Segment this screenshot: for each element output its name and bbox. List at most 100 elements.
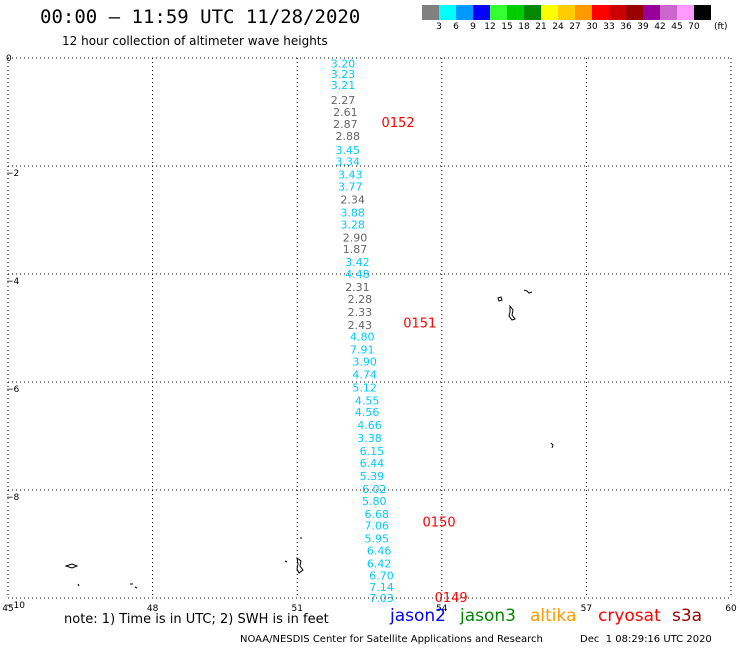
- swh-value-label: 3.77: [338, 181, 363, 194]
- island-outline: [134, 586, 138, 589]
- swh-value-label: 7.06: [364, 520, 389, 533]
- footer-timestamp: Dec 1 08:29:16 UTC 2020: [580, 634, 712, 645]
- colorbar-tick-label: 24: [552, 22, 564, 32]
- colorbar-swatch: [609, 5, 626, 20]
- swh-value-label: 3.42: [345, 256, 370, 269]
- swh-value-label: 3.20: [331, 57, 356, 70]
- y-tick-label: −10: [6, 601, 25, 611]
- swh-value-label: 2.43: [348, 319, 373, 332]
- swh-value-label: 2.27: [331, 94, 356, 107]
- track-time-label: 0150: [423, 515, 456, 530]
- swh-value-label: 2.31: [345, 281, 370, 294]
- colorbar-tick-label: 42: [654, 22, 666, 32]
- colorbar-tick-label: 70: [688, 22, 700, 32]
- swh-value-label: 5.80: [362, 495, 387, 508]
- island-outline: [497, 296, 503, 302]
- swh-value-label: 7.91: [350, 344, 375, 357]
- note-text: note: 1) Time is in UTC; 2) SWH is in fe…: [64, 612, 329, 627]
- legend-item-jason3: jason3: [460, 606, 516, 626]
- swh-value-label: 2.28: [348, 293, 373, 306]
- swh-value-label: 3.43: [338, 169, 363, 182]
- x-tick-label: 51: [291, 604, 302, 614]
- island-outline: [77, 583, 80, 587]
- swh-value-label: 4.55: [355, 394, 380, 407]
- colorbar-tick-label: 15: [501, 22, 513, 32]
- island-outline: [508, 304, 516, 321]
- track-time-label: 0149: [435, 591, 468, 606]
- colorbar-swatch: [456, 5, 473, 20]
- colorbar-swatch: [592, 5, 609, 20]
- x-tick-label: 54: [436, 604, 448, 614]
- colorbar-tick-label: 27: [569, 22, 581, 32]
- swh-value-label: 3.90: [352, 355, 377, 368]
- colorbar-swatch: [422, 5, 439, 20]
- swh-value-label: 7.14: [369, 581, 394, 594]
- colorbar-tick-label: 12: [484, 22, 496, 32]
- swh-value-label: 3.23: [331, 68, 356, 81]
- track-time-label: 0152: [382, 116, 415, 131]
- colorbar-swatch: [473, 5, 490, 20]
- colorbar-tick-label: 6: [453, 22, 459, 32]
- swh-value-label: 4.48: [345, 268, 370, 281]
- colorbar-tick-label: 3: [436, 22, 442, 32]
- colorbar-tick-label: 33: [603, 22, 615, 32]
- colorbar-swatch: [507, 5, 524, 20]
- footer-credit: NOAA/NESDIS Center for Satellite Applica…: [240, 634, 543, 645]
- swh-value-label: 6.42: [367, 557, 392, 570]
- swh-value-label: 3.34: [336, 156, 361, 169]
- page-title: 00:00 – 11:59 UTC 11/28/2020: [40, 6, 361, 28]
- colorbar-tick-label: 9: [470, 22, 476, 32]
- swh-value-label: 4.80: [350, 331, 375, 344]
- y-tick-label: 0: [6, 54, 12, 64]
- track-time-label: 0151: [403, 317, 436, 332]
- island-outline: [523, 289, 533, 294]
- swh-value-label: 7.03: [369, 592, 394, 605]
- swh-value-label: 6.46: [367, 544, 392, 557]
- x-tick-label: 48: [147, 604, 159, 614]
- y-tick-label: −2: [6, 169, 19, 179]
- swh-value-label: 2.90: [343, 231, 368, 244]
- swh-value-label: 1.87: [343, 243, 368, 256]
- swh-value-label: 2.33: [348, 306, 373, 319]
- colorbar-tick-label: 39: [637, 22, 649, 32]
- colorbar-swatch: [677, 5, 694, 20]
- legend-item-altika: altika: [530, 606, 577, 626]
- colorbar-swatch: [575, 5, 592, 20]
- colorbar-tick-label: 45: [671, 22, 683, 32]
- swh-value-label: 6.44: [360, 457, 385, 470]
- x-tick-label: 57: [581, 604, 592, 614]
- swh-value-label: 5.12: [352, 381, 377, 394]
- colorbar: [422, 5, 711, 20]
- colorbar-swatch: [439, 5, 456, 20]
- colorbar-swatch: [694, 5, 711, 20]
- swh-value-label: 2.34: [340, 193, 365, 206]
- colorbar-unit: (ft): [714, 22, 728, 32]
- swh-value-label: 2.61: [333, 106, 358, 119]
- colorbar-ticks: 3 6 9 12 15 18 21 24 27 30 33 36 39 42 45 70: [422, 22, 740, 34]
- swh-value-label: 6.02: [362, 483, 387, 496]
- page-subtitle: 12 hour collection of altimeter wave hei…: [62, 34, 328, 48]
- swh-value-label: 3.38: [357, 432, 382, 445]
- swh-value-label: 3.28: [340, 218, 365, 231]
- colorbar-tick-label: 30: [586, 22, 598, 32]
- x-tick-label: 60: [725, 604, 737, 614]
- island-outline: [64, 563, 79, 569]
- legend-item-s3a: s3a: [672, 606, 703, 626]
- swh-value-label: 4.56: [355, 406, 380, 419]
- colorbar-swatch: [558, 5, 575, 20]
- colorbar-swatch: [541, 5, 558, 20]
- colorbar-tick-label: 18: [518, 22, 530, 32]
- swh-value-label: 6.15: [360, 445, 385, 458]
- colorbar-tick-label: 21: [535, 22, 547, 32]
- legend-item-cryosat: cryosat: [598, 606, 661, 626]
- y-tick-label: −6: [6, 385, 20, 395]
- legend-item-jason2: jason2: [390, 606, 446, 626]
- swh-value-label: 2.87: [333, 118, 358, 131]
- colorbar-tick-label: 36: [620, 22, 632, 32]
- island-outline: [296, 556, 304, 574]
- island-outline: [550, 442, 554, 449]
- colorbar-swatch: [643, 5, 660, 20]
- colorbar-swatch: [626, 5, 643, 20]
- swh-value-label: 3.21: [331, 79, 356, 92]
